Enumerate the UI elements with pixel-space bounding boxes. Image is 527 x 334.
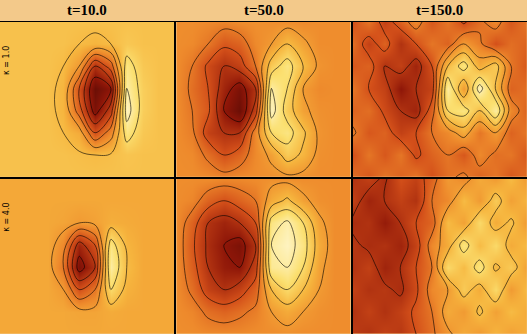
svg-text:t=150.0: t=150.0 — [416, 2, 463, 18]
svg-text:κ = 4.0: κ = 4.0 — [2, 202, 11, 231]
svg-text:t=50.0: t=50.0 — [244, 2, 284, 18]
svg-text:κ = 1.0: κ = 1.0 — [2, 46, 11, 75]
svg-text:t=10.0: t=10.0 — [67, 2, 107, 18]
